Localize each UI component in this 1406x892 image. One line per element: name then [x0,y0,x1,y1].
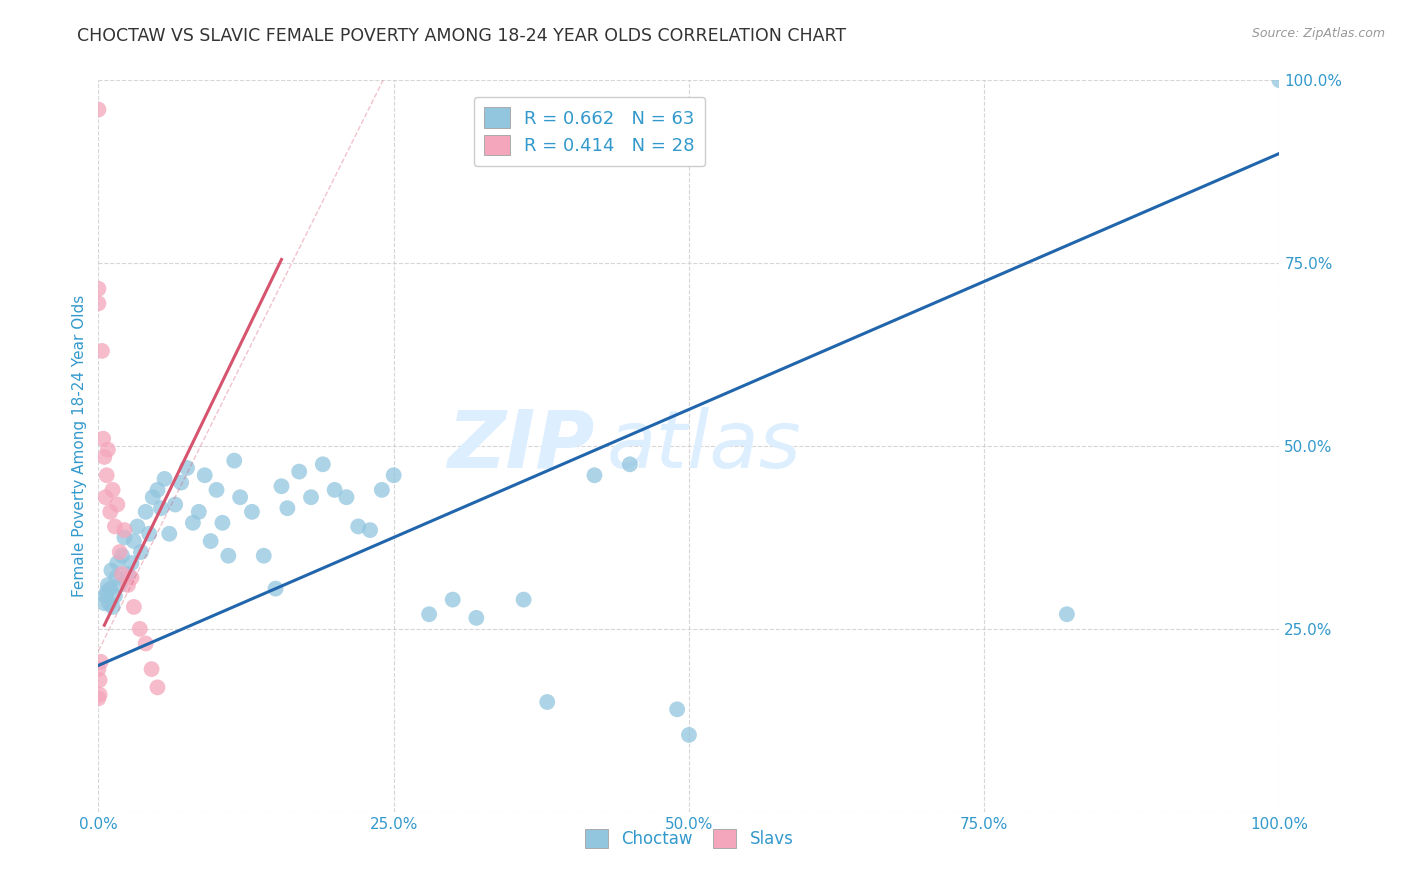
Point [87,103,110,117]
Point [135,636,157,650]
Point [276,501,298,516]
Point [100,563,122,577]
Point [157,526,180,541]
Point [418,607,440,622]
Point [142,490,165,504]
Point [94,490,117,504]
Point [141,662,163,676]
Point [678,728,700,742]
Point [129,545,152,559]
Point [98,505,121,519]
Point [89,688,111,702]
Point [104,589,127,603]
Point [1056,607,1078,622]
Point [146,681,169,695]
Point [170,475,193,490]
Point [536,695,558,709]
Point [90,655,112,669]
Text: ZIP: ZIP [447,407,595,485]
Text: CHOCTAW VS SLAVIC FEMALE POVERTY AMONG 18-24 YEAR OLDS CORRELATION CHART: CHOCTAW VS SLAVIC FEMALE POVERTY AMONG 1… [77,27,846,45]
Point [93,450,115,464]
Point [240,505,263,519]
Point [138,526,160,541]
Point [121,571,143,585]
Point [108,578,131,592]
Point [135,505,157,519]
Point [111,567,134,582]
Point [112,523,135,537]
Point [105,571,128,585]
Point [101,599,124,614]
Point [93,596,115,610]
Point [105,498,128,512]
Point [312,457,335,471]
Legend: Choctaw, Slavs: Choctaw, Slavs [578,822,800,855]
Point [335,490,357,504]
Point [105,556,128,570]
Point [666,702,689,716]
Point [87,282,110,296]
Point [117,578,139,592]
Point [94,589,117,603]
Point [117,567,139,582]
Point [98,596,121,610]
Point [122,534,145,549]
Point [200,534,222,549]
Point [97,442,120,457]
Point [128,622,150,636]
Point [382,468,405,483]
Point [288,465,311,479]
Point [211,516,233,530]
Point [205,483,228,497]
Point [98,582,121,596]
Point [323,483,346,497]
Point [165,498,187,512]
Point [121,556,143,570]
Point [1268,73,1291,87]
Point [347,519,370,533]
Point [465,611,488,625]
Point [270,479,292,493]
Y-axis label: Female Poverty Among 18-24 Year Olds: Female Poverty Among 18-24 Year Olds [72,295,87,597]
Point [127,519,149,533]
Point [87,691,110,706]
Point [153,472,176,486]
Point [150,501,173,516]
Point [112,530,135,544]
Point [87,662,110,676]
Point [87,296,110,310]
Point [97,578,120,592]
Point [264,582,287,596]
Point [229,490,252,504]
Point [299,490,322,504]
Point [253,549,276,563]
Point [441,592,464,607]
Text: atlas: atlas [606,407,801,485]
Point [371,483,394,497]
Point [619,457,641,471]
Point [96,468,118,483]
Point [359,523,381,537]
Point [108,545,131,559]
Point [122,599,145,614]
Point [89,673,111,687]
Point [101,483,124,497]
Point [181,516,204,530]
Point [111,549,134,563]
Point [583,468,606,483]
Point [194,468,217,483]
Point [104,519,127,533]
Point [146,483,169,497]
Text: Source: ZipAtlas.com: Source: ZipAtlas.com [1251,27,1385,40]
Point [96,585,118,599]
Point [187,505,209,519]
Point [217,549,239,563]
Point [91,343,114,358]
Point [91,432,114,446]
Point [512,592,534,607]
Point [176,461,198,475]
Point [224,453,246,467]
